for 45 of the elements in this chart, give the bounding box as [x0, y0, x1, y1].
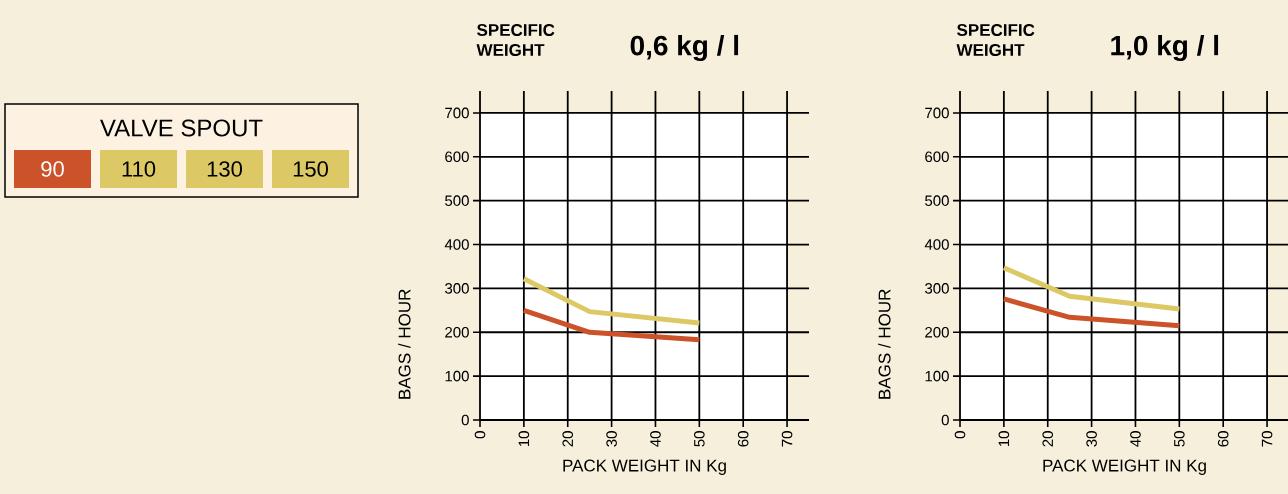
text: 90 — [41, 161, 64, 177]
x-tick-label: 70 — [1261, 431, 1273, 447]
y-axis-title: BAGS / HOUR — [398, 289, 411, 399]
x-tick-label: 40 — [650, 431, 661, 447]
x-tick-label: 10 — [518, 431, 530, 447]
legend-title: VALVE SPOUT — [100, 119, 263, 137]
y-tick-label: 300 — [445, 283, 469, 294]
chart-subtitle: 0,6 kg / l — [630, 34, 739, 62]
text: 150 — [293, 161, 328, 177]
x-tick-label: 0 — [474, 431, 486, 439]
x-tick-label: 30 — [1086, 431, 1097, 447]
x-tick-label: 40 — [1130, 431, 1141, 447]
chart-title: SPECIFIC WEIGHT — [476, 23, 555, 57]
y-tick-label: 500 — [925, 195, 949, 206]
y-tick-label: 100 — [925, 370, 949, 382]
chart-title: SPECIFIC WEIGHT — [956, 23, 1035, 57]
x-tick-label: 60 — [737, 431, 749, 447]
x-tick-label: 50 — [694, 431, 705, 447]
y-tick-label: 400 — [444, 239, 469, 250]
y-tick-label: 700 — [445, 107, 469, 119]
x-tick-label: 20 — [1042, 431, 1054, 447]
x-tick-label: 10 — [998, 431, 1010, 447]
y-axis-title: BAGS / HOUR — [878, 289, 891, 399]
y-tick-label: 200 — [445, 326, 469, 338]
chart-subtitle: 1,0 kg / l — [1111, 34, 1219, 62]
y-tick-label: 600 — [445, 151, 469, 163]
x-tick-label: 30 — [606, 431, 617, 447]
y-tick-label: 100 — [445, 370, 469, 382]
y-tick-label: 500 — [445, 195, 469, 206]
text: 110 — [122, 161, 156, 177]
x-tick-label: 50 — [1174, 431, 1185, 447]
x-tick-label: 60 — [1217, 431, 1229, 447]
y-tick-label: 700 — [925, 107, 949, 119]
x-axis-title: PACK WEIGHT IN Kg — [1043, 459, 1206, 475]
y-tick-label: 200 — [925, 326, 949, 338]
y-tick-label: 400 — [924, 239, 949, 250]
x-tick-label: 0 — [954, 431, 966, 439]
y-tick-label: 0 — [941, 414, 949, 426]
text: 130 — [207, 161, 242, 177]
x-tick-label: 20 — [562, 431, 574, 447]
y-tick-label: 0 — [461, 414, 469, 426]
x-tick-label: 70 — [781, 431, 793, 447]
y-tick-label: 600 — [925, 151, 949, 163]
y-tick-label: 300 — [925, 283, 949, 294]
x-axis-title: PACK WEIGHT IN Kg — [563, 459, 726, 475]
